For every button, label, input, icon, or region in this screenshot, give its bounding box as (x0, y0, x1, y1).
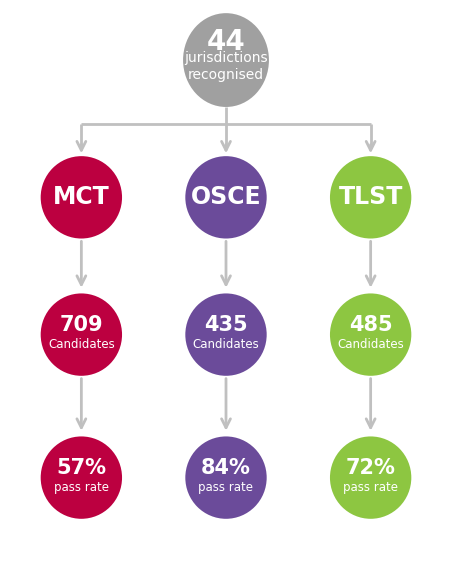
Text: pass rate: pass rate (54, 482, 109, 494)
Ellipse shape (41, 293, 122, 376)
Ellipse shape (41, 156, 122, 239)
Text: jurisdictions: jurisdictions (184, 51, 267, 65)
Text: pass rate: pass rate (198, 482, 253, 494)
Text: TLST: TLST (338, 185, 402, 209)
Text: MCT: MCT (53, 185, 110, 209)
Text: Candidates: Candidates (192, 339, 259, 351)
Ellipse shape (185, 436, 266, 519)
Text: 435: 435 (204, 316, 247, 335)
Ellipse shape (329, 156, 410, 239)
Text: 485: 485 (348, 316, 391, 335)
Ellipse shape (185, 156, 266, 239)
Text: 72%: 72% (345, 459, 395, 478)
Text: 57%: 57% (56, 459, 106, 478)
Ellipse shape (183, 13, 268, 107)
Text: OSCE: OSCE (190, 185, 261, 209)
Text: 709: 709 (60, 316, 103, 335)
Ellipse shape (329, 436, 410, 519)
Text: pass rate: pass rate (342, 482, 397, 494)
Ellipse shape (41, 436, 122, 519)
Ellipse shape (329, 293, 410, 376)
Ellipse shape (185, 293, 266, 376)
Text: 44: 44 (206, 28, 245, 55)
Text: Candidates: Candidates (336, 339, 403, 351)
Text: recognised: recognised (188, 68, 263, 82)
Text: Candidates: Candidates (48, 339, 115, 351)
Text: 84%: 84% (201, 459, 250, 478)
